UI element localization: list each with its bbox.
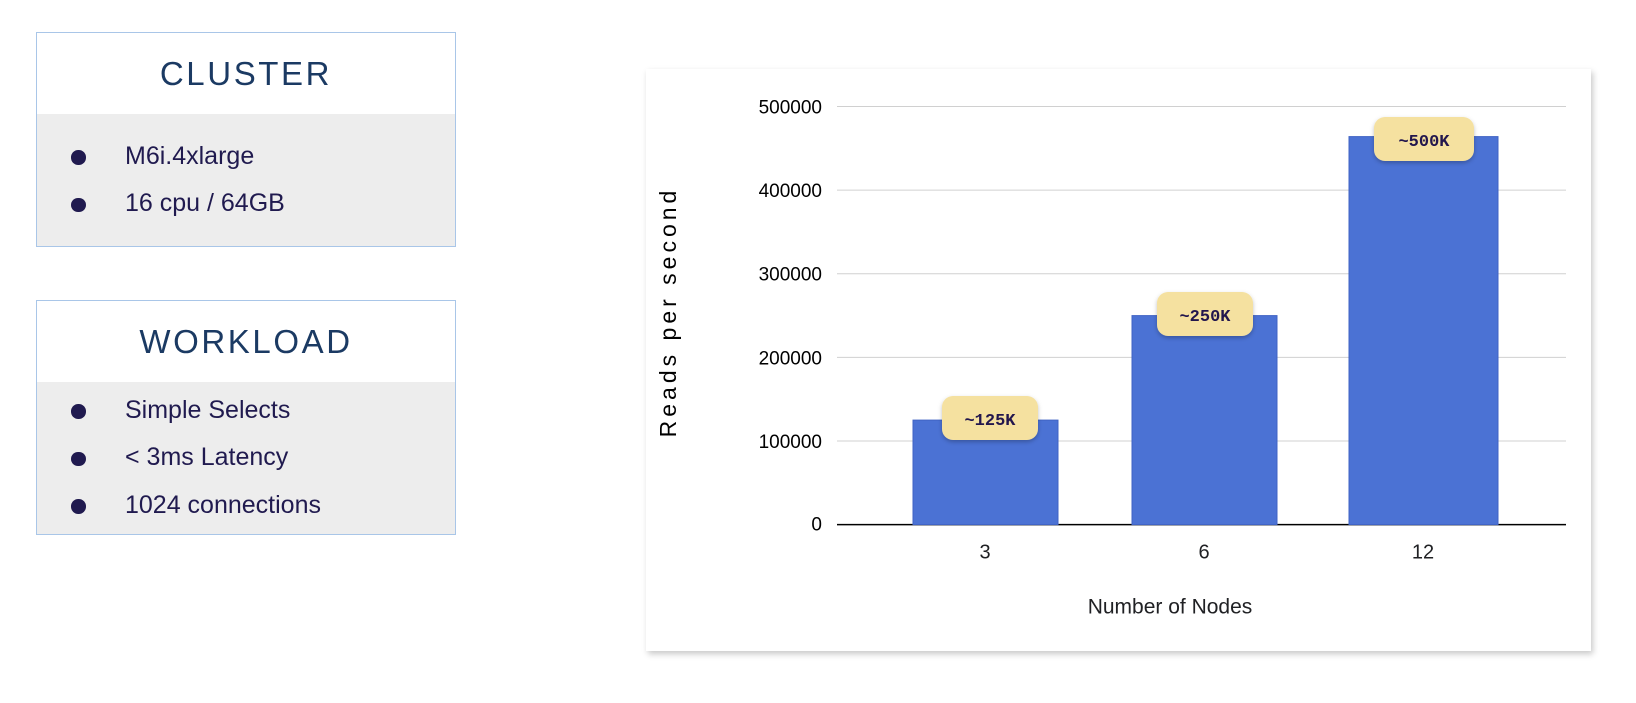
svg-text:6: 6 <box>1198 542 1209 564</box>
svg-text:~250K: ~250K <box>1179 308 1231 327</box>
svg-text:500000: 500000 <box>759 98 822 119</box>
svg-text:200000: 200000 <box>759 348 822 369</box>
svg-text:3: 3 <box>979 542 990 564</box>
svg-text:Number of Nodes: Number of Nodes <box>1088 596 1253 619</box>
svg-text:400000: 400000 <box>759 181 822 202</box>
svg-text:~500K: ~500K <box>1398 133 1450 152</box>
svg-text:Reads per second: Reads per second <box>655 187 681 438</box>
svg-text:100000: 100000 <box>759 432 822 453</box>
svg-text:0: 0 <box>811 515 822 536</box>
svg-text:300000: 300000 <box>759 265 822 286</box>
svg-text:12: 12 <box>1412 542 1434 564</box>
svg-text:~125K: ~125K <box>964 412 1016 431</box>
